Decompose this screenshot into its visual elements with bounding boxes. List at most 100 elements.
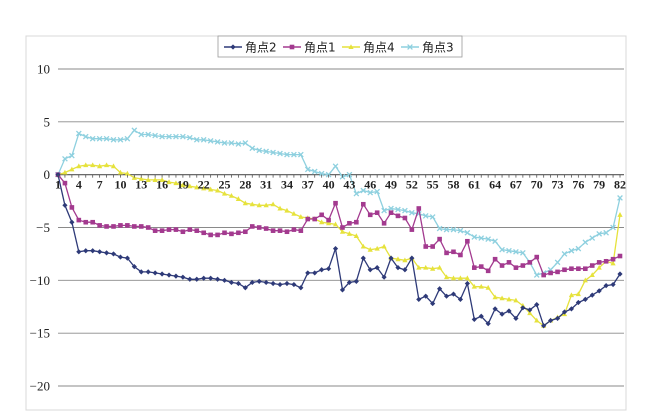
- series-point: [465, 238, 470, 244]
- series-point: [450, 226, 457, 233]
- y-tick-label: −5: [36, 220, 50, 235]
- series-point: [554, 315, 561, 321]
- series-point: [152, 228, 158, 233]
- series-point: [152, 177, 158, 182]
- series-point: [485, 236, 492, 242]
- legend-label: 角点2: [245, 41, 277, 55]
- series-point: [353, 278, 359, 284]
- series-point: [104, 224, 109, 229]
- series-point: [575, 299, 581, 306]
- series-point: [76, 217, 82, 223]
- series-point: [603, 229, 609, 236]
- legend-label: 角点3: [422, 41, 454, 55]
- series-point: [353, 233, 359, 238]
- series-point: [520, 263, 526, 268]
- series-point: [277, 228, 283, 233]
- series-point: [450, 291, 457, 297]
- series-point: [492, 306, 498, 312]
- series-point: [374, 245, 380, 251]
- series-point: [138, 269, 144, 275]
- series-point: [596, 260, 602, 265]
- series-point: [423, 293, 429, 299]
- series-point: [395, 256, 401, 262]
- series-point: [131, 127, 138, 134]
- series-point: [90, 162, 96, 168]
- series-point: [208, 232, 213, 238]
- series-point: [423, 264, 429, 270]
- series-point: [256, 225, 262, 230]
- series-point: [263, 226, 269, 231]
- series-point: [395, 206, 401, 213]
- series-point: [69, 219, 75, 225]
- series-point: [458, 252, 463, 258]
- series-point: [325, 266, 332, 272]
- series-point: [166, 179, 172, 185]
- series-point: [381, 243, 387, 249]
- series-point: [492, 256, 498, 262]
- series-point: [478, 235, 485, 241]
- series-point: [339, 228, 346, 234]
- series-point: [388, 205, 394, 212]
- series-point: [576, 266, 581, 272]
- series-point: [235, 141, 242, 147]
- series-point: [312, 216, 318, 222]
- series-point: [527, 260, 533, 265]
- series-point: [270, 228, 276, 233]
- series-point: [395, 213, 401, 219]
- legend: 角点2 角点1 角点4 角点3: [217, 35, 463, 58]
- series-point: [367, 246, 373, 252]
- series-point: [437, 236, 442, 242]
- series-point: [263, 202, 269, 208]
- series-point: [222, 230, 227, 236]
- series-point: [214, 139, 221, 145]
- series-point: [589, 263, 595, 268]
- series-point: [555, 269, 560, 275]
- series-point: [111, 224, 116, 229]
- series-point: [110, 251, 117, 257]
- legend-point: [230, 44, 236, 50]
- series-point: [152, 132, 158, 139]
- series-point: [75, 130, 82, 137]
- series-point: [416, 296, 422, 302]
- series-point: [603, 259, 609, 264]
- series-point: [548, 317, 554, 324]
- series-point: [533, 272, 540, 278]
- series-point: [90, 219, 95, 225]
- series-point: [513, 265, 519, 270]
- series-point: [208, 275, 214, 281]
- series-point: [367, 212, 373, 218]
- series-point: [138, 131, 145, 138]
- series-point: [569, 266, 574, 272]
- series-point: [381, 207, 387, 214]
- series-point: [506, 296, 512, 302]
- series-point: [145, 131, 152, 138]
- series-point: [187, 227, 193, 232]
- series-point: [124, 170, 130, 176]
- series-point: [110, 136, 117, 143]
- series-point: [277, 205, 283, 211]
- series-point: [83, 219, 89, 225]
- legend-label: 角点1: [304, 41, 336, 55]
- series-point: [332, 246, 339, 252]
- series-point: [513, 297, 519, 303]
- series-point: [471, 316, 477, 323]
- series-point: [69, 205, 75, 210]
- series-point: [304, 166, 311, 173]
- series-point: [110, 163, 117, 169]
- series-point: [243, 229, 248, 235]
- series-point: [235, 280, 241, 287]
- series-point: [297, 151, 304, 158]
- series-point: [124, 135, 131, 142]
- series-point: [367, 267, 373, 273]
- legend-point: [289, 44, 295, 50]
- series-point: [430, 300, 436, 307]
- y-tick-label: −20: [30, 379, 50, 394]
- series-point: [408, 209, 415, 216]
- x-tick-label: 40: [323, 178, 335, 192]
- series-point: [596, 230, 603, 237]
- series-point: [596, 264, 602, 270]
- series-point: [256, 202, 262, 208]
- series-point: [381, 274, 387, 280]
- series-point: [194, 228, 200, 233]
